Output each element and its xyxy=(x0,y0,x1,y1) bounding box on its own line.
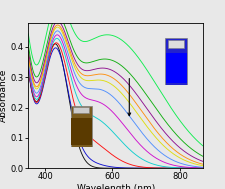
Y-axis label: Absorbance: Absorbance xyxy=(0,69,8,122)
Bar xyxy=(167,40,184,48)
Bar xyxy=(71,118,91,145)
Bar xyxy=(165,53,186,83)
Bar xyxy=(73,107,89,113)
Bar xyxy=(165,38,186,85)
Bar xyxy=(70,106,92,147)
X-axis label: Wavelength (nm): Wavelength (nm) xyxy=(76,184,154,189)
